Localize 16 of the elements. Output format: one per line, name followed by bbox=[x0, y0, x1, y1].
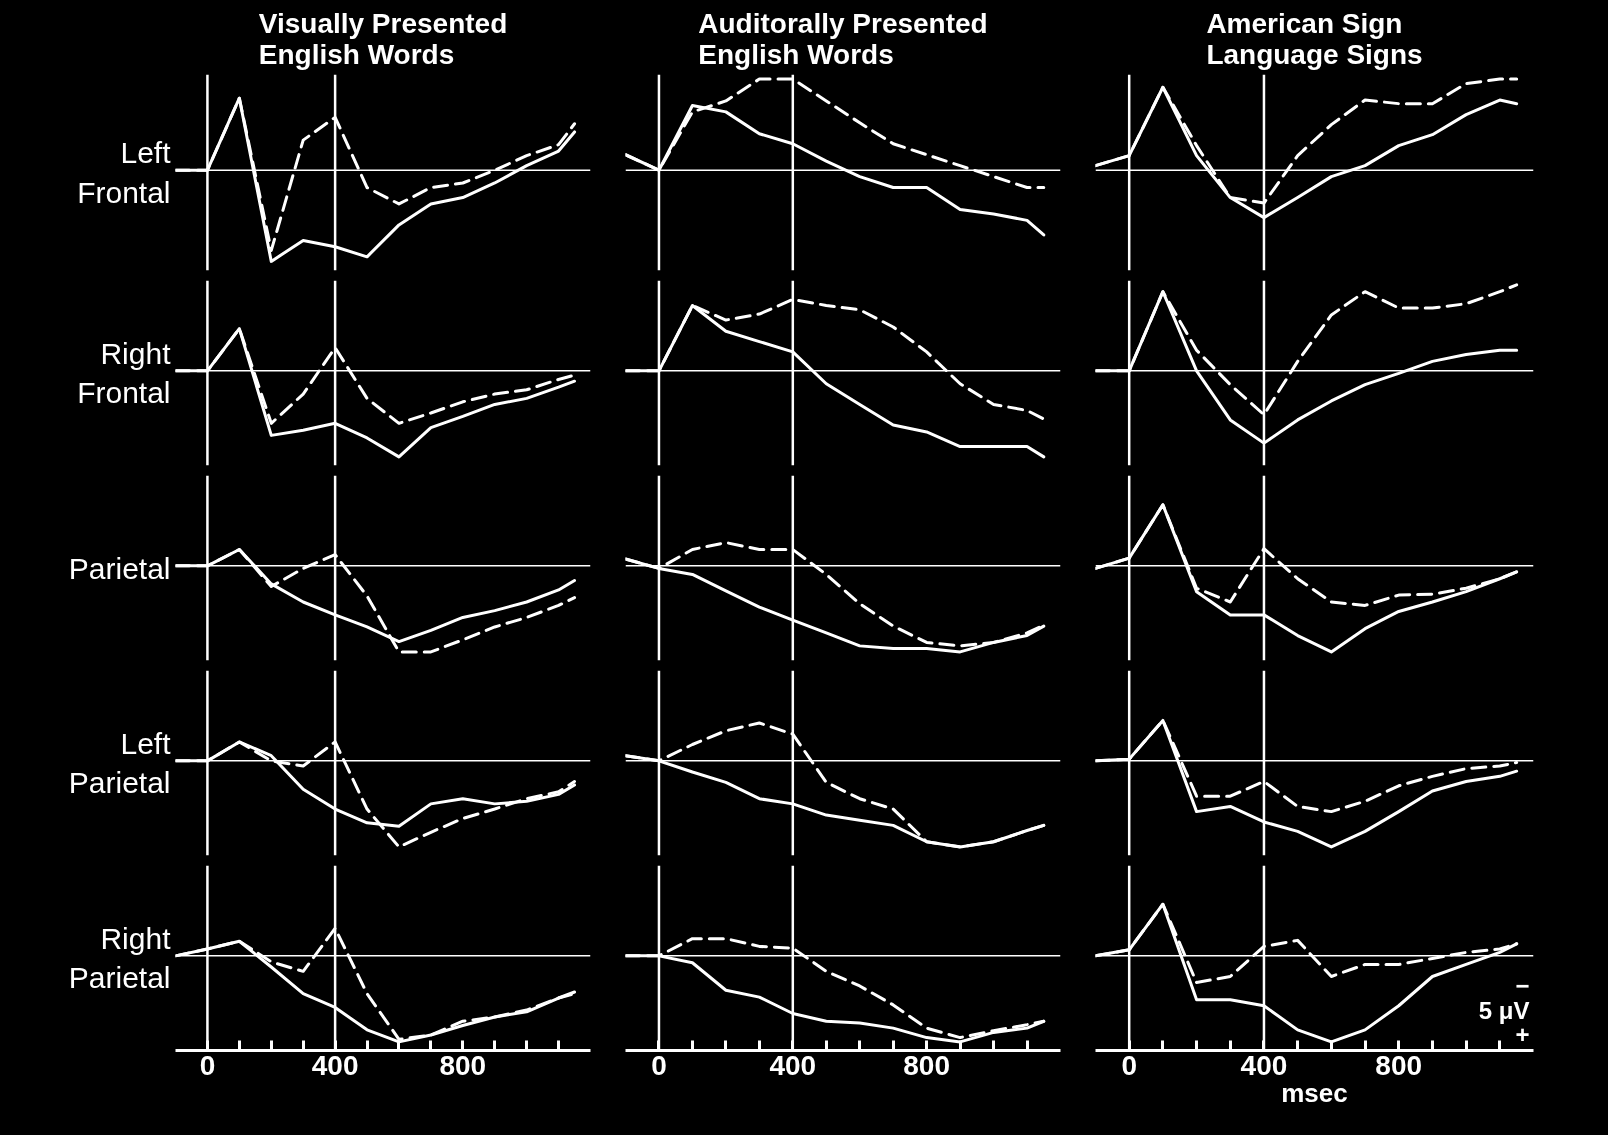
y-axis-title: Right Parietal bbox=[68, 921, 172, 995]
chart-title: American Sign Language Signs bbox=[1206, 7, 1423, 70]
chart-title: Visually Presented English Words bbox=[258, 7, 508, 70]
y-axis-title: Left Parietal bbox=[68, 726, 172, 800]
y-axis-title: Right Frontal bbox=[77, 336, 172, 410]
y-axis-title: Parietal bbox=[68, 551, 171, 585]
x-tick-label: 0 bbox=[199, 1049, 216, 1081]
x-tick-label: 400 bbox=[311, 1049, 359, 1081]
y-axis-title: Left Frontal bbox=[77, 136, 172, 209]
x-tick-label: 800 bbox=[439, 1049, 487, 1081]
x-tick-label: 0 bbox=[1121, 1049, 1137, 1081]
x-tick-label: 400 bbox=[769, 1049, 817, 1081]
x-tick-label: 0 bbox=[651, 1049, 667, 1081]
chart-title: Auditorally Presented English Words bbox=[698, 7, 988, 70]
x-tick-label: 800 bbox=[903, 1049, 951, 1081]
x-tick-label: 800 bbox=[1375, 1049, 1423, 1081]
